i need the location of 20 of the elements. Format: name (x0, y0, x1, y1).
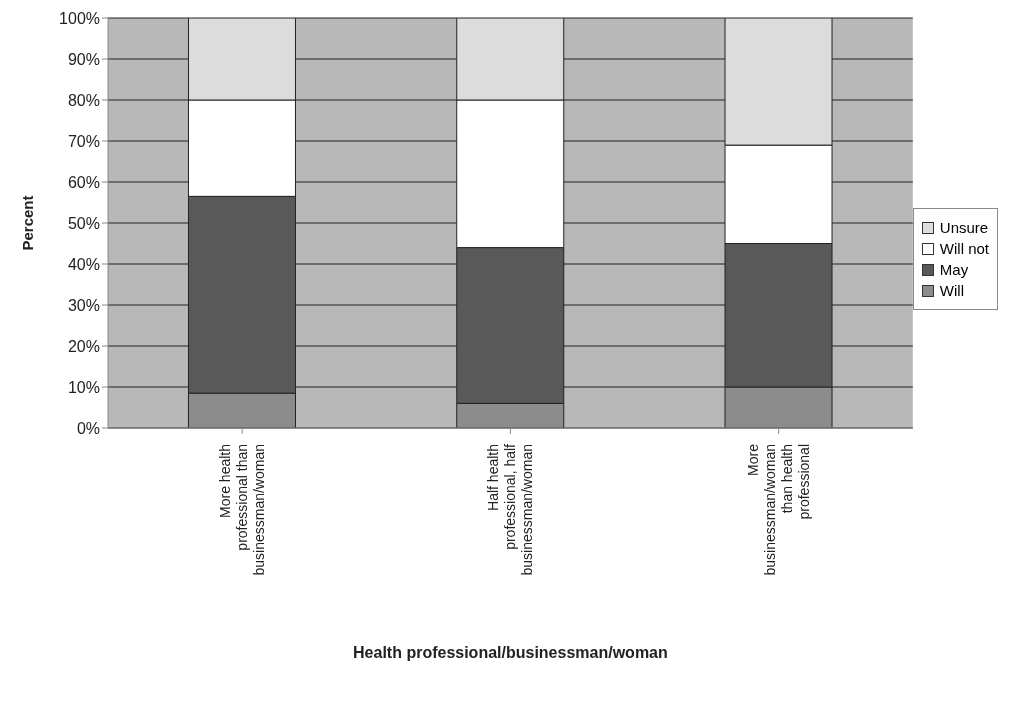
x-tick-label: Half health professional, half businessman/woman (485, 443, 536, 576)
y-tick-label: 40% (67, 255, 100, 273)
y-tick-label: 100% (59, 9, 100, 27)
x-axis-title: Health professional/businessman/woman (353, 644, 668, 661)
y-tick-label: 60% (67, 173, 100, 191)
y-tick-label: 20% (67, 337, 100, 355)
legend-label: Unsure (939, 219, 989, 236)
legend-label: Will not (939, 240, 989, 257)
legend-label: Will (939, 282, 964, 299)
legend-label: May (939, 261, 969, 278)
y-axis-title: Percent (19, 195, 37, 251)
y-tick-label: 80% (67, 91, 100, 109)
x-tick-label: More businessman/woman than health professional (745, 443, 813, 576)
y-tick-label: 10% (67, 378, 100, 396)
y-tick-label: 90% (67, 50, 100, 68)
y-tick-label: 70% (67, 132, 100, 150)
y-tick-label: 30% (67, 296, 100, 314)
x-tick-label: More health professional than businessman/woman (217, 444, 268, 576)
y-tick-label: 0% (76, 419, 100, 437)
y-tick-label: 50% (67, 214, 100, 232)
